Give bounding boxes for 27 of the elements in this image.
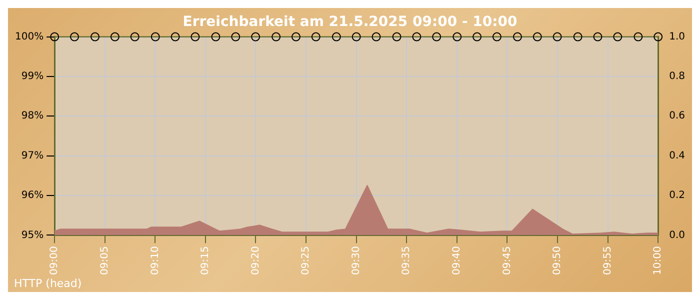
x-tick-label: 09:45 <box>502 246 513 276</box>
y-tick-label: 98% <box>21 110 44 122</box>
y2-tick-label: 0.6 <box>669 110 686 122</box>
x-tick-label: 09:10 <box>150 246 161 276</box>
y-tick-label: 99% <box>21 71 44 82</box>
x-tick-label: 09:05 <box>99 246 110 276</box>
text: HTTP (head) <box>14 277 82 290</box>
y-tick-label: 95% <box>21 230 44 241</box>
x-tick-label: 09:25 <box>300 246 312 276</box>
y2-tick-label: 0.2 <box>669 190 686 202</box>
x-tick-label: 09:15 <box>200 246 212 276</box>
x-tick-label: 09:40 <box>452 246 463 276</box>
x-tick-label: 09:20 <box>250 246 262 276</box>
x-tick-label: 09:35 <box>401 246 412 276</box>
y2-tick-label: 1.0 <box>669 31 686 42</box>
y-tick-label: 100% <box>14 31 44 42</box>
x-tick-label: 10:00 <box>652 246 664 276</box>
chart-title: Erreichbarkeit am 21.5.2025 09:00 - 10:00 <box>182 14 518 30</box>
x-tick-label: 09:30 <box>350 246 362 276</box>
y-tick-label: 97% <box>21 150 44 162</box>
y2-tick-label: 0.4 <box>669 150 686 162</box>
y2-tick-label: 0.8 <box>669 71 686 82</box>
y-tick-label: 96% <box>21 190 44 202</box>
x-tick-label: 09:50 <box>552 246 564 276</box>
y2-tick-label: 0.0 <box>669 230 686 241</box>
x-tick-label: 09:00 <box>49 246 60 276</box>
x-tick-label: 09:55 <box>602 246 614 276</box>
